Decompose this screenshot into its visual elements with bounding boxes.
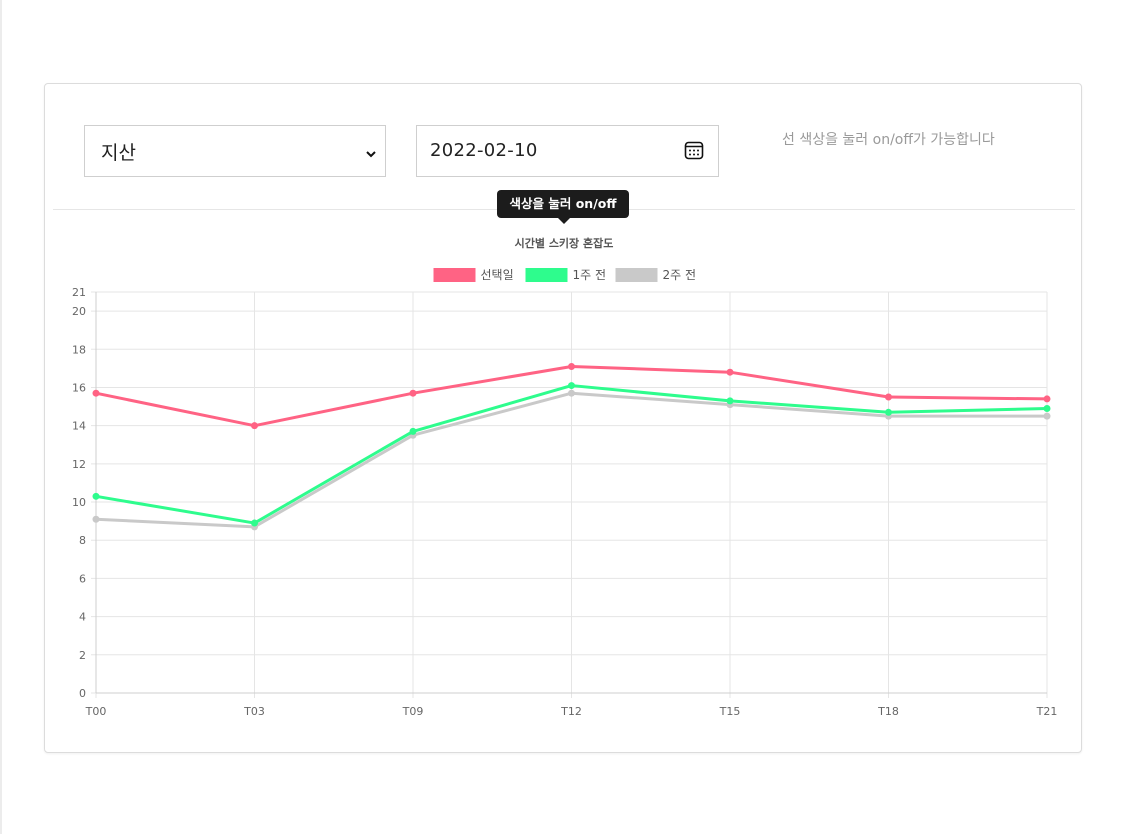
data-point [409,389,417,397]
data-point [251,519,258,527]
chart-card: 지산 2022-02-10 선 색상을 눌러 on/off가 가능합니다 색상을… [44,83,1082,753]
page-left-border [0,0,2,834]
x-tick-label: T00 [85,705,107,718]
data-point [251,422,258,430]
legend-swatch[interactable] [433,268,476,282]
tooltip-arrow [558,218,570,224]
data-point [726,368,734,376]
y-tick-label: 21 [72,286,86,299]
region-select[interactable]: 지산 [84,125,386,177]
y-tick-label: 8 [79,534,86,547]
y-tick-label: 0 [79,687,86,700]
data-point [92,515,100,523]
data-point [568,389,575,397]
data-point [885,393,892,401]
x-tick-label: T03 [243,705,265,718]
calendar-icon[interactable] [684,140,704,164]
chevron-down-icon [365,144,377,163]
x-tick-label: T15 [719,705,741,718]
legend-swatch[interactable] [615,268,658,282]
y-tick-label: 16 [72,381,86,394]
data-point [885,408,892,416]
data-point [1043,395,1051,403]
y-tick-label: 10 [72,496,86,509]
legend-label[interactable]: 1주 전 [573,268,607,282]
data-point [568,362,575,370]
data-point [1043,404,1051,412]
data-point [92,492,100,500]
y-tick-label: 12 [72,458,86,471]
toggle-hint-text: 선 색상을 눌러 on/off가 가능합니다 [782,132,995,148]
data-point [726,397,734,405]
y-tick-label: 20 [72,305,86,318]
region-select-value: 지산 [101,142,136,164]
x-tick-label: T12 [560,705,582,718]
data-point [409,427,417,435]
chart-title: 시간별 스키장 혼잡도 [514,237,614,250]
y-tick-label: 2 [79,649,86,662]
data-point [92,389,100,397]
legend-label[interactable]: 선택일 [481,268,514,282]
y-tick-label: 18 [72,343,86,356]
line-chart: 0 2 4 6 8 10 12 14 16 18 20 21 T00 T03 T09 T12 T15 T18 T21… [72,268,1058,718]
data-point [1043,412,1051,420]
y-tick-label: 6 [79,572,86,585]
date-input-value: 2022-02-10 [430,140,538,161]
y-tick-label: 4 [79,611,86,624]
legend-swatch[interactable] [525,268,568,282]
x-tick-label: T09 [402,705,424,718]
x-tick-label: T21 [1036,705,1058,718]
x-tick-label: T18 [877,705,899,718]
data-point [568,382,575,390]
legend-tooltip: 색상을 눌러 on/off [497,190,629,218]
y-tick-label: 14 [72,420,86,433]
date-input[interactable]: 2022-02-10 [416,125,719,177]
legend-label[interactable]: 2주 전 [663,268,697,282]
